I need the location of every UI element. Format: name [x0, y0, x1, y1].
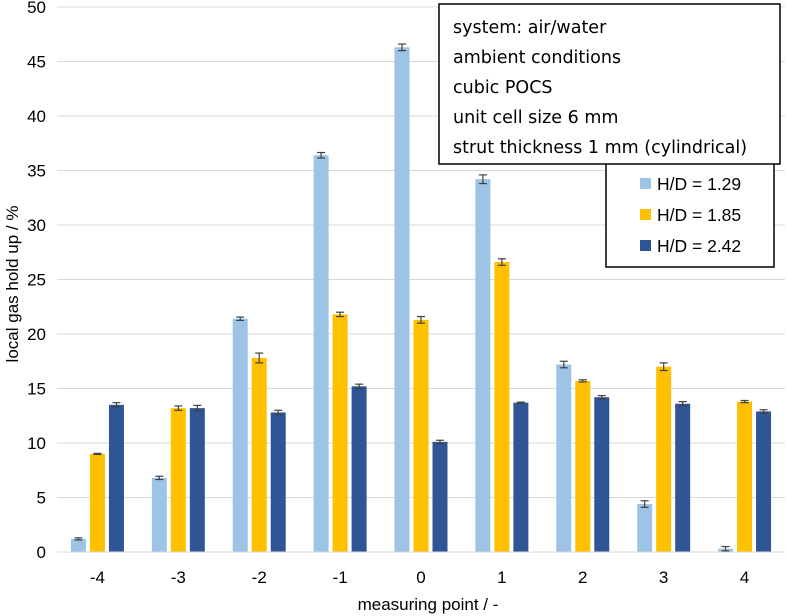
legend-swatch: [640, 178, 651, 189]
y-axis-title: local gas hold up / %: [3, 206, 22, 363]
x-tick-labels: -4 -3 -2 -1 0 1 2 3 4: [90, 568, 749, 587]
error-bar: [74, 537, 83, 541]
bar-h-d-2-42--1: [351, 386, 367, 552]
error-bar: [740, 399, 749, 404]
x-tick-label: 1: [497, 568, 506, 587]
bar-h-d-1-29--1: [313, 155, 329, 553]
y-tick-label: 15: [27, 380, 46, 399]
legend-label: H/D = 2.42: [657, 236, 741, 256]
bar-h-d-2-42-3: [675, 403, 691, 552]
bar-h-d-1-29--4: [70, 538, 86, 552]
x-tick-label: 2: [578, 568, 587, 587]
error-bar: [274, 409, 283, 416]
y-tick-label: 0: [37, 543, 46, 562]
error-bars: [74, 43, 768, 552]
annotation-line-strut: strut thickness 1 mm (cylindrical): [453, 138, 747, 158]
bar-h-d-1-29-1: [475, 179, 491, 552]
error-bar: [417, 315, 425, 324]
annotation-frame: [438, 3, 781, 165]
legend-swatch: [640, 209, 651, 220]
bar-h-d-1-29-3: [637, 504, 653, 552]
error-bar: [112, 402, 121, 408]
error-bar: [759, 409, 768, 414]
error-bar: [93, 452, 102, 456]
legend-label: H/D = 1.85: [657, 205, 741, 225]
x-tick-label: -2: [252, 568, 267, 587]
bar-h-d-1-85-1: [494, 262, 510, 552]
bar-h-d-2-42-1: [513, 402, 529, 552]
legend-label: H/D = 1.29: [657, 174, 741, 194]
bar-h-d-1-85-3: [656, 366, 672, 552]
legend: H/D = 1.29 H/D = 1.85 H/D = 2.42: [605, 159, 775, 268]
bar-h-d-1-85--1: [332, 314, 348, 552]
error-bar: [497, 258, 506, 266]
error-bar: [559, 360, 568, 369]
error-bar: [336, 311, 345, 318]
x-tick-label: -4: [90, 568, 105, 587]
annotation-line-structure: cubic POCS: [453, 78, 553, 98]
bar-h-d-1-85--4: [89, 453, 105, 552]
error-bar: [174, 405, 183, 411]
error-bar: [597, 394, 606, 400]
bar-h-d-1-29--2: [232, 318, 248, 552]
y-tick-label: 35: [27, 162, 46, 181]
y-tick-label: 25: [27, 271, 46, 290]
bar-h-d-2-42-0: [432, 441, 448, 552]
x-tick-label: 0: [416, 568, 425, 587]
y-tick-label: 5: [37, 489, 46, 508]
y-tick-label: 20: [27, 325, 46, 344]
error-bar: [516, 401, 525, 404]
y-tick-label: 50: [27, 0, 46, 17]
error-bar: [578, 379, 587, 383]
annotation-box: system: air/water ambient conditions cub…: [438, 3, 781, 165]
error-bar: [355, 383, 364, 390]
error-bar: [721, 545, 730, 552]
bar-h-d-2-42--4: [108, 404, 124, 552]
error-bar: [155, 475, 164, 481]
bar-h-d-1-29-0: [394, 47, 410, 552]
annotation-line-cell-size: unit cell size 6 mm: [453, 108, 618, 128]
bar-h-d-1-29-2: [556, 364, 572, 552]
bars: [70, 47, 772, 553]
error-bar: [255, 352, 264, 364]
error-bar: [436, 439, 444, 445]
bar-h-d-1-85-2: [575, 380, 591, 552]
y-tick-label: 30: [27, 216, 46, 235]
x-tick-label: 4: [740, 568, 749, 587]
bar-h-d-1-85--3: [170, 408, 186, 552]
bar-h-d-1-85--2: [251, 357, 267, 552]
bar-h-d-2-42-2: [594, 397, 610, 552]
annotation-line-system: system: air/water: [453, 18, 607, 38]
error-bar: [640, 500, 649, 508]
y-tick-label: 45: [27, 53, 46, 72]
bar-h-d-2-42--2: [270, 412, 286, 552]
bar-h-d-1-29--3: [151, 477, 167, 552]
error-bar: [478, 174, 487, 185]
error-bar: [398, 43, 406, 52]
y-tick-label: 10: [27, 434, 46, 453]
x-tick-label: -3: [171, 568, 186, 587]
error-bar: [317, 151, 326, 159]
x-axis-title: measuring point / -: [358, 595, 499, 614]
legend-swatch: [640, 240, 651, 251]
bar-h-d-2-42--3: [189, 408, 205, 552]
x-tick-label: -1: [333, 568, 348, 587]
y-tick-label: 40: [27, 107, 46, 126]
annotation-line-conditions: ambient conditions: [453, 48, 621, 68]
bar-h-d-1-85-4: [737, 401, 753, 552]
y-tick-labels: 0 5 10 15 20 25 30 35 40 45 50: [27, 0, 46, 562]
error-bar: [236, 316, 245, 321]
x-tick-label: 3: [659, 568, 668, 587]
error-bar: [193, 404, 202, 412]
error-bar: [678, 400, 687, 407]
error-bar: [659, 362, 668, 372]
bar-h-d-1-85-0: [413, 319, 429, 552]
legend-box: [605, 159, 775, 268]
bar-h-d-2-42-4: [756, 411, 772, 552]
